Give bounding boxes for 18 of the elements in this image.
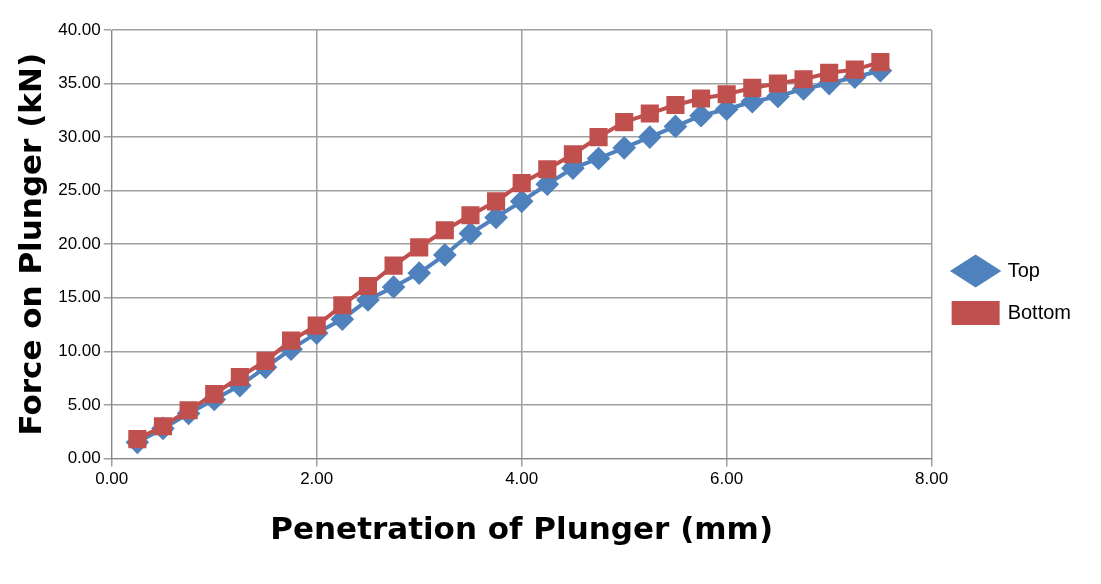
x-tick-label: 6.00 bbox=[710, 469, 744, 489]
y-tick-label: 30.00 bbox=[58, 126, 101, 146]
y-tick-label: 0.00 bbox=[67, 448, 101, 468]
y-axis-title: Force on Plunger (kN) bbox=[11, 52, 48, 436]
y-tick-label: 40.00 bbox=[58, 19, 101, 39]
y-tick-label: 15.00 bbox=[58, 287, 101, 307]
x-tick-label: 2.00 bbox=[300, 469, 334, 489]
y-tick-label: 25.00 bbox=[58, 180, 101, 200]
legend-label: Bottom bbox=[1007, 300, 1071, 323]
y-tick-label: 35.00 bbox=[58, 73, 101, 93]
y-tick-label: 5.00 bbox=[67, 394, 101, 414]
y-tick-label: 10.00 bbox=[58, 340, 101, 360]
x-tick-label: 0.00 bbox=[95, 469, 129, 489]
legend-label: Top bbox=[1007, 258, 1040, 281]
x-tick-label: 8.00 bbox=[915, 469, 949, 489]
y-tick-label: 20.00 bbox=[58, 233, 101, 253]
x-tick-label: 4.00 bbox=[505, 469, 539, 489]
x-axis-title: Penetration of Plunger (mm) bbox=[270, 510, 774, 547]
